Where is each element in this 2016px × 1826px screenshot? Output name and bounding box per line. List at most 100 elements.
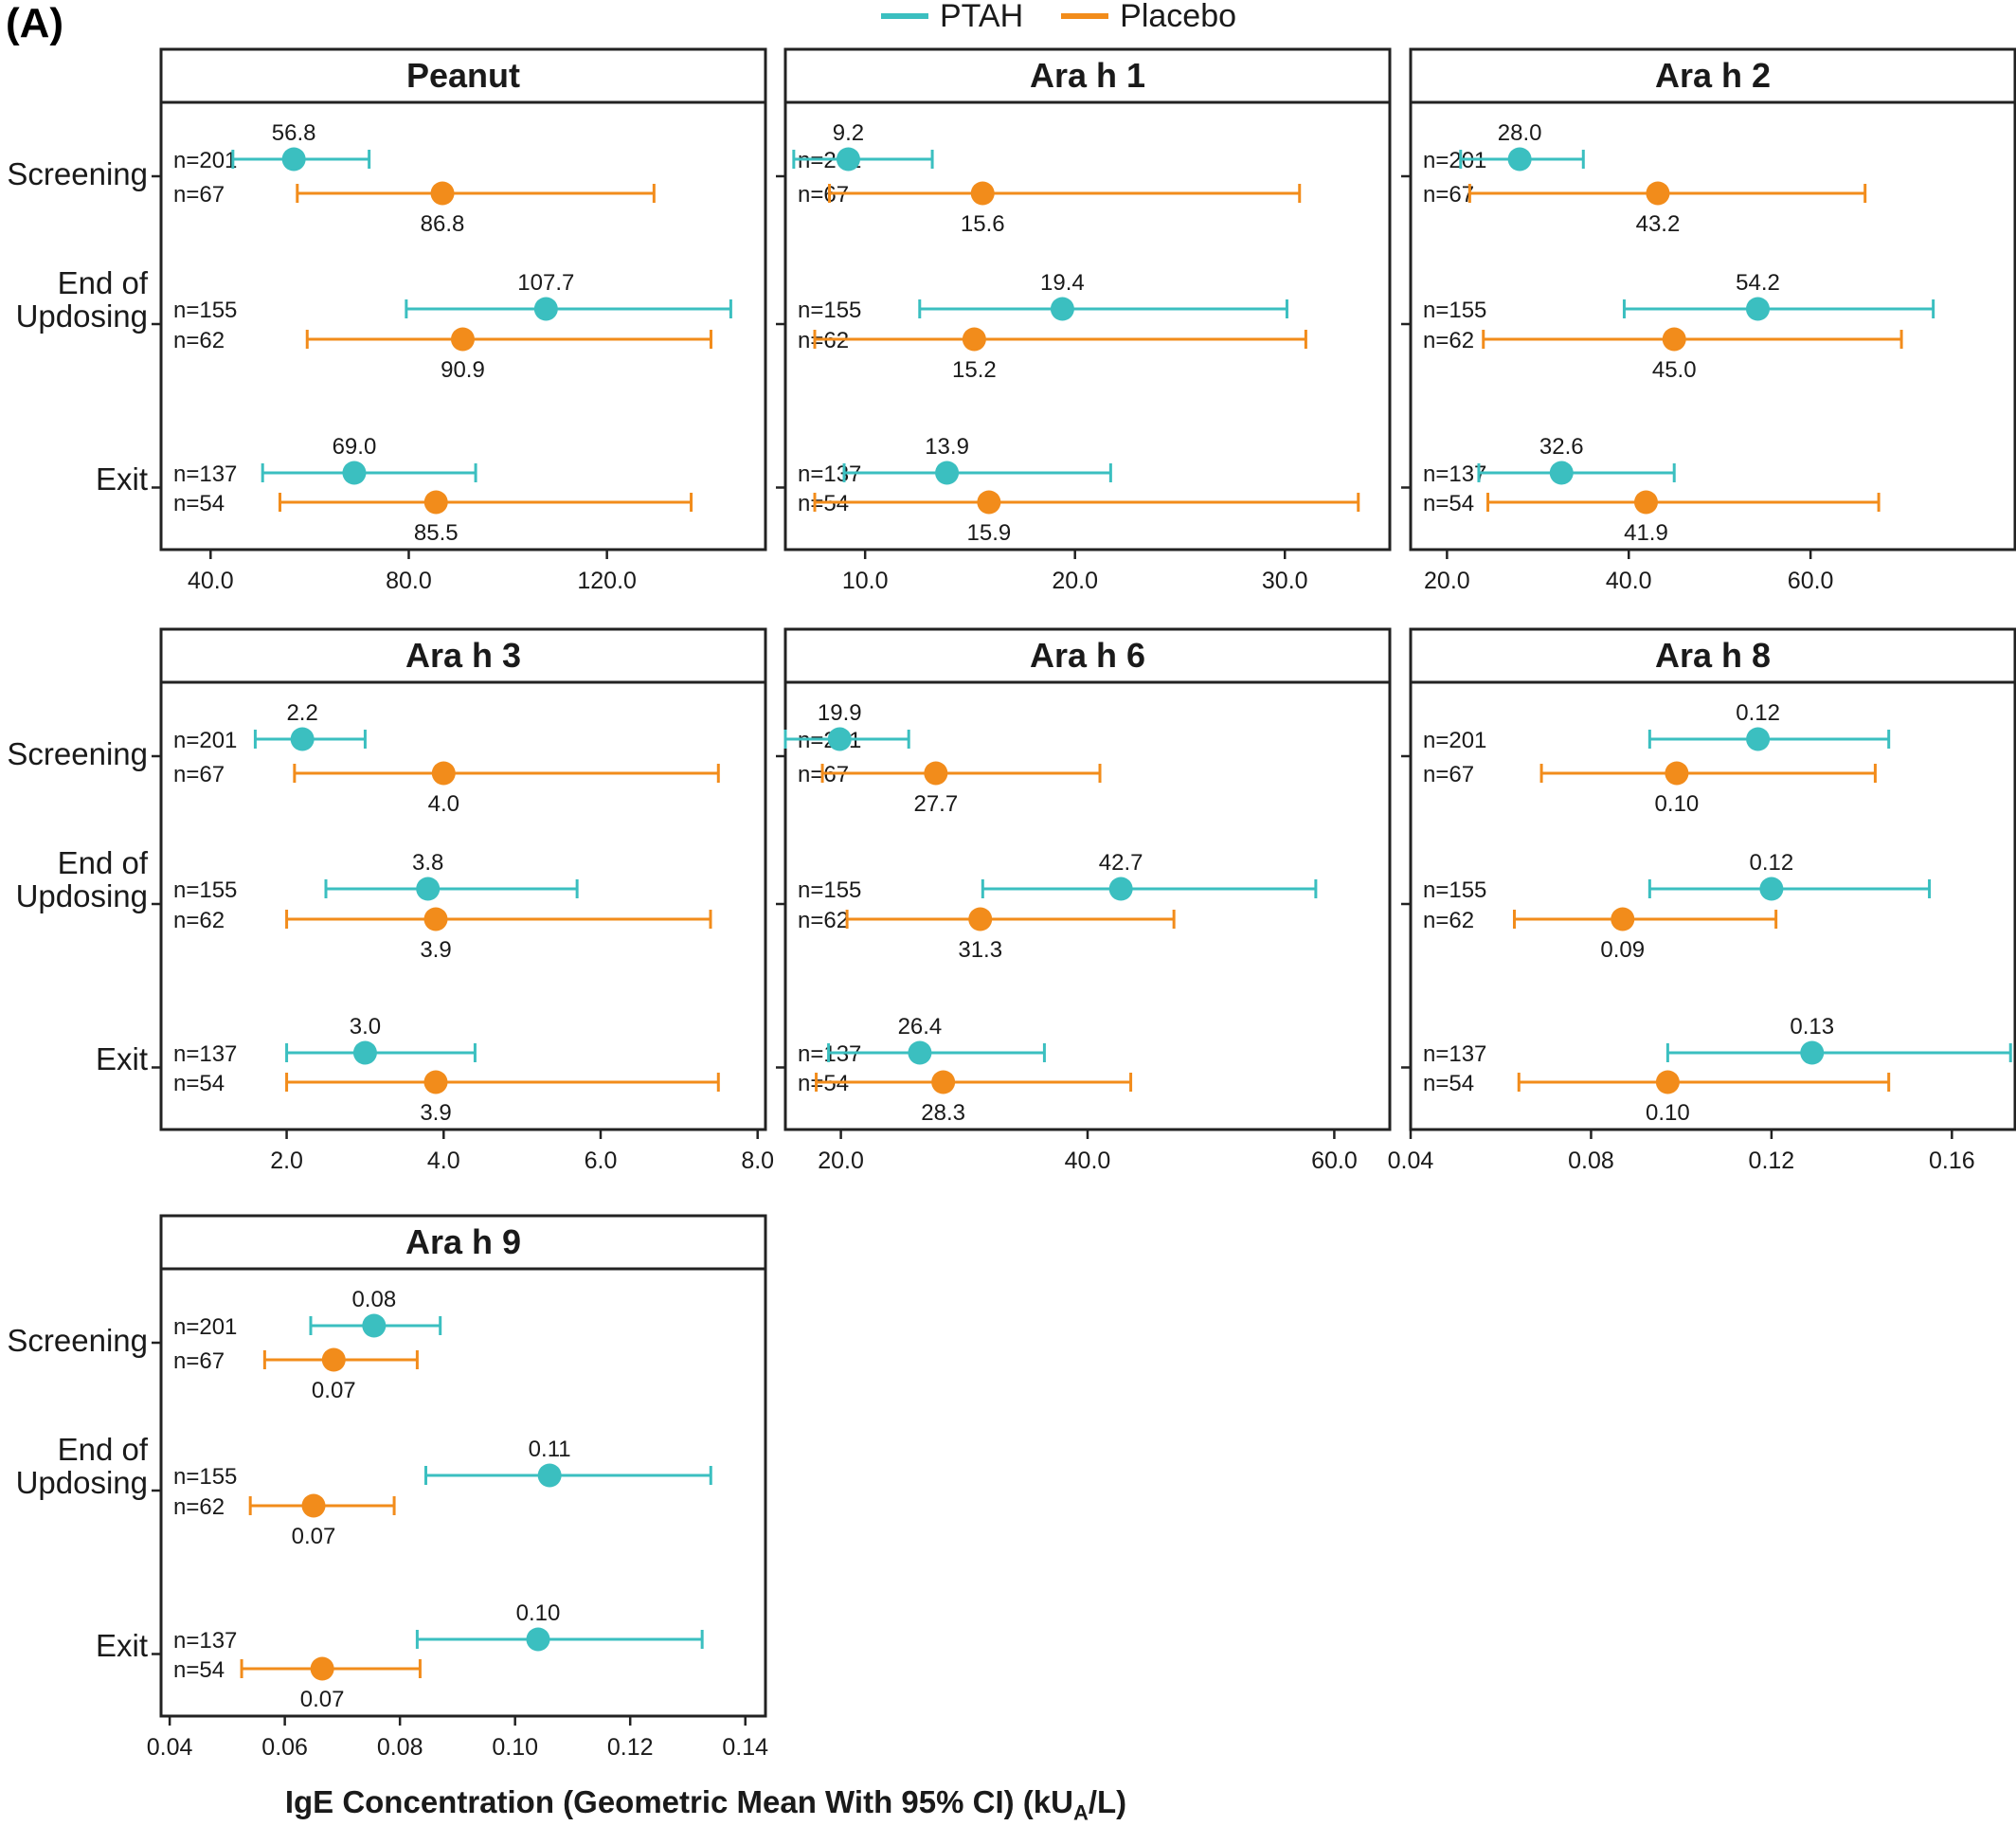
n-label-placebo: n=67 [173,1348,225,1374]
mean-label-ptah: 69.0 [333,434,377,460]
panel-ara-h-3: Ara h 3 2.0 4.0 6.0 8.0 Screening End ofUpdosi… [7,627,774,1174]
mean-point-ptah [416,877,441,901]
mean-label-ptah: 32.6 [1539,434,1584,460]
n-label-ptah: n=201 [173,148,237,173]
panel-ara-h-2: Ara h 220.0 40.0 60.0n=20128.0n=15554.2n=1… [1401,47,2016,594]
panel-title-ara-h-8: Ara h 8 [1655,636,1771,675]
visit-label-end-of-updosing: End of [58,845,149,880]
x-tick-label-ara-h-3: 4.0 [427,1148,460,1174]
n-label-placebo: n=62 [173,908,225,933]
n-label-ptah: n=155 [173,877,237,903]
mean-point-ptah [537,1463,562,1488]
panel-frame-peanut [159,100,767,551]
n-label-placebo: n=54 [173,491,225,516]
mean-point-placebo [1633,490,1658,515]
panel-header-ara-h-3 [159,627,767,684]
panel-header-ara-h-2 [1409,47,2016,104]
mean-label-ptah: 0.10 [516,1600,561,1626]
mean-label-ptah: 0.08 [351,1287,396,1312]
mean-label-ptah: 9.2 [833,120,864,146]
panel-frame-ara-h-1 [783,100,1392,551]
panel-header-ara-h-1 [783,47,1392,104]
n-label-ptah: n=201 [1423,728,1486,753]
visit-label-exit: Exit [96,1041,148,1076]
mean-point-placebo [1611,907,1635,931]
legend-swatch-ptah [881,13,928,19]
mean-point-ptah [526,1627,550,1652]
mean-point-ptah [1759,877,1784,901]
x-tick-label-ara-h-8: 0.04 [1388,1148,1434,1174]
panel-ara-h-6: Ara h 620.040.060.0n=20119.9n=15542.7n=1… [776,627,1392,1174]
n-label-placebo: n=67 [173,762,225,787]
n-label-placebo: n=54 [173,1657,225,1683]
x-tick-label-peanut: 80.0 [386,568,432,594]
x-tick-label-ara-h-3: 8.0 [741,1148,774,1174]
mean-point-ptah [1746,727,1771,751]
legend-label-placebo: Placebo [1120,0,1237,34]
n-label-placebo: n=67 [173,182,225,208]
panel-ara-h-9: Ara h 9 0.04 0.06 0.08 0.10 0.12 0.14 Screening… [7,1214,768,1761]
x-tick-label-ara-h-6: 40.0 [1065,1148,1111,1174]
mean-label-placebo: 85.5 [414,520,459,546]
n-label-ptah: n=201 [173,1314,237,1340]
mean-label-placebo: 43.2 [1636,211,1681,237]
visit-label-end-of-updosing: Updosing [16,878,148,913]
mean-label-ptah: 42.7 [1099,850,1143,876]
x-tick-label-ara-h-2: 20.0 [1424,568,1470,594]
panel-title-ara-h-6: Ara h 6 [1030,636,1145,675]
x-tick-label-peanut: 120.0 [577,568,637,594]
mean-point-placebo [310,1656,334,1681]
n-label-placebo: n=67 [1423,762,1474,787]
visit-label-exit: Exit [96,461,148,497]
x-tick-label-ara-h-9: 0.12 [607,1734,654,1761]
mean-point-ptah [827,727,852,751]
mean-point-ptah [1745,297,1770,321]
n-label-ptah: n=137 [1423,461,1486,487]
mean-point-placebo [924,761,948,786]
mean-label-placebo: 4.0 [428,791,459,817]
mean-point-placebo [962,327,986,352]
mean-point-ptah [342,461,367,485]
panel-title-peanut: Peanut [406,56,520,95]
mean-label-placebo: 0.10 [1655,791,1700,817]
x-tick-label-ara-h-1: 20.0 [1052,568,1098,594]
mean-label-placebo: 0.07 [300,1687,345,1712]
legend: PTAH Placebo [881,0,1236,35]
n-label-ptah: n=137 [1423,1041,1486,1067]
mean-label-ptah: 3.0 [350,1014,381,1040]
visit-label-end-of-updosing: Updosing [16,1465,148,1500]
mean-point-ptah [1050,297,1074,321]
mean-point-ptah [1507,147,1532,172]
mean-point-ptah [935,461,960,485]
n-label-ptah: n=201 [173,728,237,753]
mean-point-placebo [423,1070,448,1094]
legend-item-placebo: Placebo [1061,0,1236,35]
mean-point-placebo [1646,181,1670,206]
x-tick-label-ara-h-3: 2.0 [270,1148,303,1174]
n-label-ptah: n=137 [173,1628,237,1654]
n-label-placebo: n=62 [173,328,225,353]
visit-label-screening: Screening [7,156,148,191]
x-tick-label-ara-h-9: 0.08 [377,1734,423,1761]
figure-label: (A) [6,0,64,46]
n-label-ptah: n=137 [173,461,237,487]
mean-label-placebo: 31.3 [958,937,1002,963]
visit-label-exit: Exit [96,1628,148,1663]
panel-title-ara-h-3: Ara h 3 [405,636,521,675]
x-axis-title-end: /L) [1088,1784,1127,1819]
mean-label-placebo: 45.0 [1652,357,1697,383]
panel-frame-ara-h-2 [1409,100,2016,551]
mean-label-ptah: 28.0 [1498,120,1542,146]
panel-frame-ara-h-3 [159,680,767,1131]
mean-label-ptah: 26.4 [898,1014,943,1040]
n-label-ptah: n=137 [173,1041,237,1067]
mean-label-ptah: 0.12 [1736,700,1780,726]
legend-item-ptah: PTAH [881,0,1023,35]
visit-label-screening: Screening [7,736,148,771]
x-tick-label-ara-h-9: 0.06 [261,1734,308,1761]
x-tick-label-ara-h-9: 0.04 [147,1734,193,1761]
x-tick-label-ara-h-2: 40.0 [1606,568,1652,594]
visit-label-end-of-updosing: End of [58,265,149,300]
panel-header-ara-h-9 [159,1214,767,1271]
